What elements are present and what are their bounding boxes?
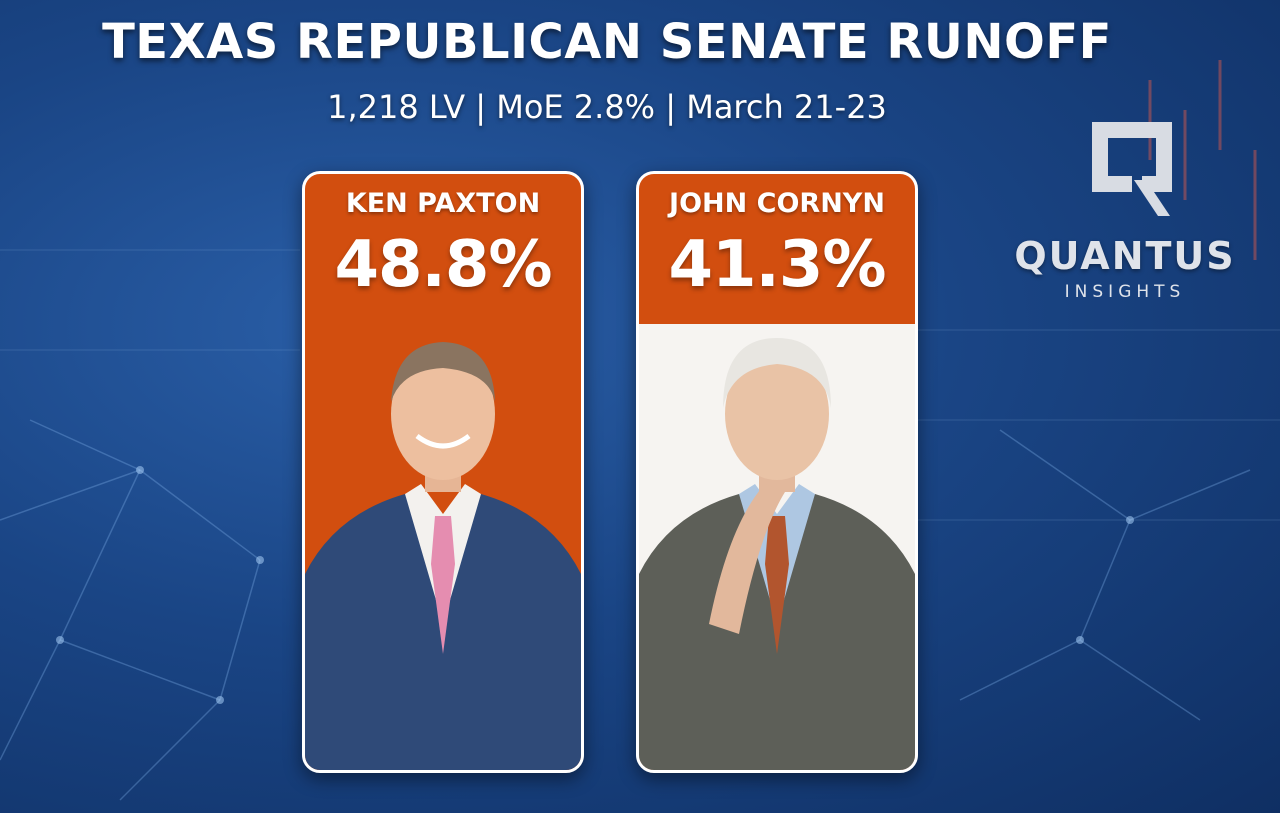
candidate-portrait — [305, 324, 581, 770]
candidate-card-cornyn: JOHN CORNYN 41.3% — [636, 171, 918, 773]
face — [391, 348, 495, 480]
logo-wordmark: QUANTUS — [1014, 234, 1236, 278]
hair — [723, 338, 831, 408]
hair — [391, 342, 495, 402]
candidate-name: JOHN CORNYN — [669, 188, 885, 219]
logo-tagline: INSIGHTS — [1064, 282, 1186, 302]
candidate-percent: 41.3% — [668, 228, 886, 302]
tie — [431, 516, 455, 654]
q-logo-icon — [1082, 112, 1182, 222]
page-title: TEXAS REPUBLICAN SENATE RUNOFF — [102, 14, 1112, 70]
tie — [765, 516, 789, 654]
hand — [709, 484, 785, 634]
poll-details: 1,218 LV | MoE 2.8% | March 21-23 — [327, 88, 887, 126]
quantus-logo: QUANTUS INSIGHTS — [1010, 112, 1240, 302]
face — [725, 348, 829, 480]
candidate-portrait — [639, 324, 915, 770]
candidate-card-paxton: KEN PAXTON 48.8% — [302, 171, 584, 773]
candidate-percent: 48.8% — [334, 228, 552, 302]
candidate-name: KEN PAXTON — [345, 188, 541, 219]
